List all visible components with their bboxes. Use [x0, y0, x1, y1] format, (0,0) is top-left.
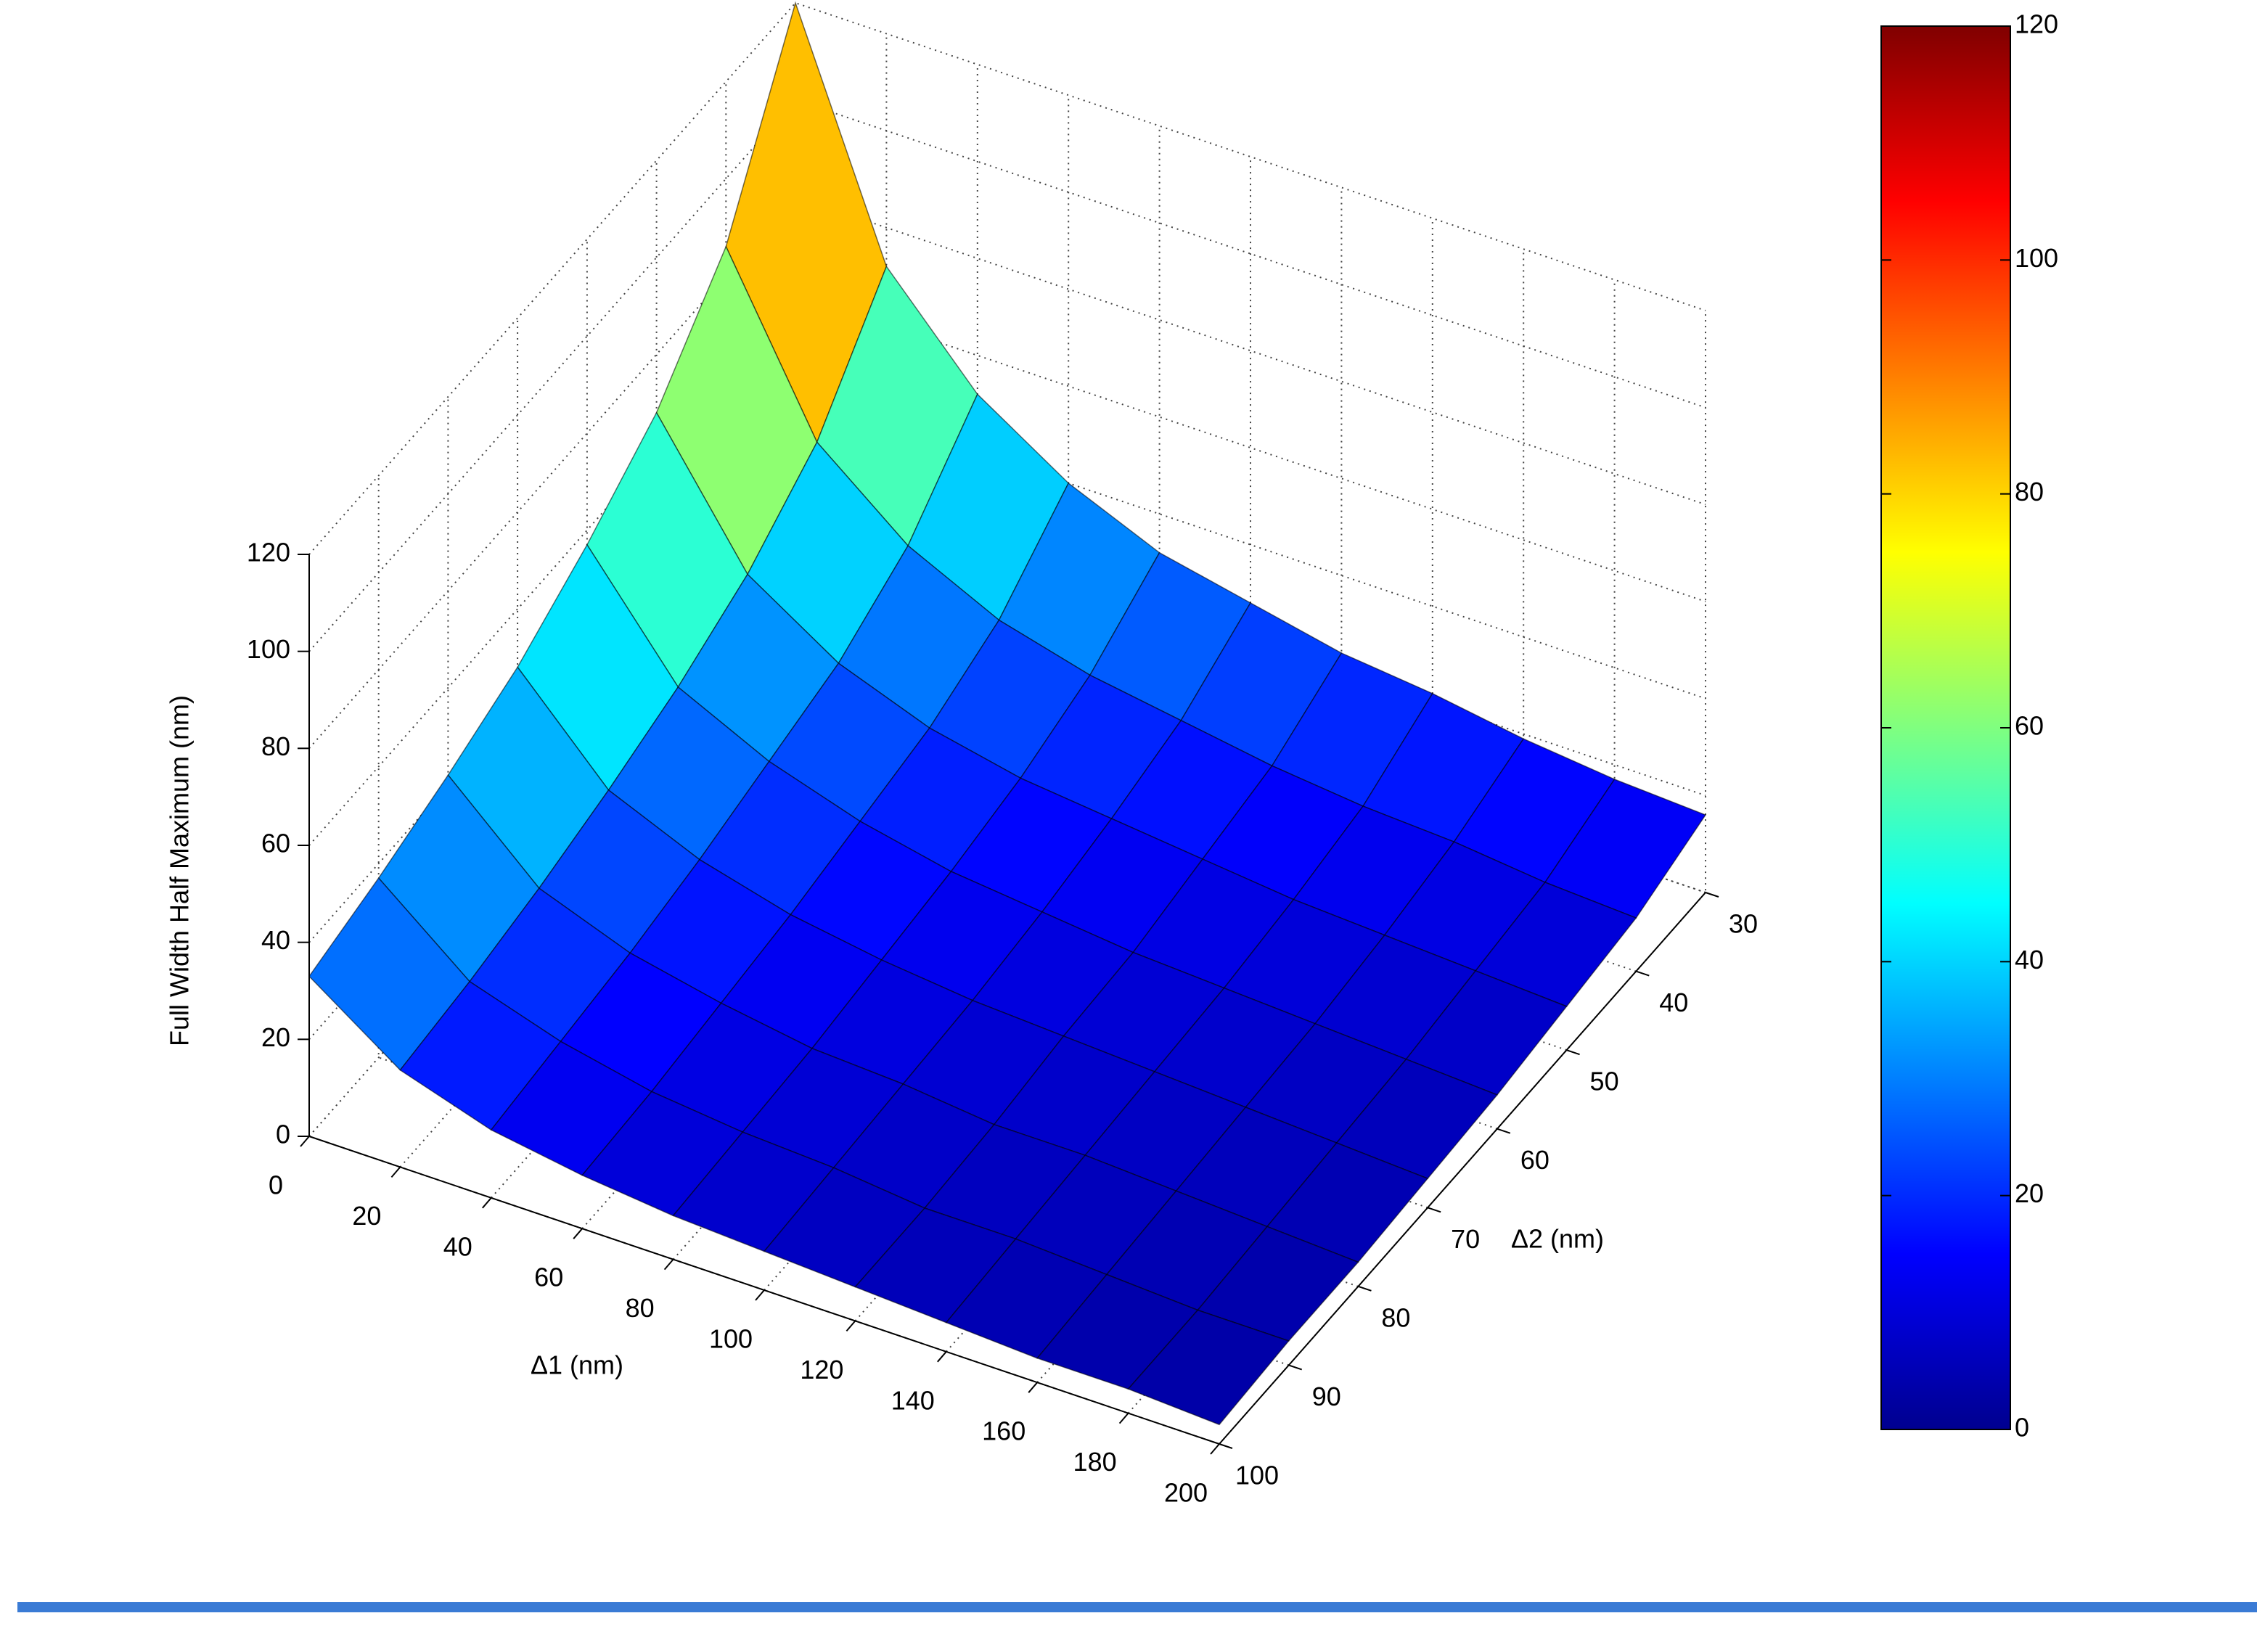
x-axis-label: Δ1 (nm) — [531, 1350, 623, 1380]
y-axis — [1219, 892, 1706, 1445]
colorbar-tick-label: 60 — [2015, 711, 2044, 741]
y-tick — [1219, 1443, 1233, 1449]
x-tick — [1210, 1443, 1220, 1455]
x-tick — [390, 1166, 401, 1178]
y-tick-label: 40 — [1659, 988, 1688, 1017]
y-tick-label: 100 — [1235, 1461, 1279, 1490]
x-tick — [573, 1228, 583, 1239]
y-tick-label: 70 — [1451, 1224, 1480, 1254]
colorbar-tick-label: 40 — [2015, 945, 2044, 974]
x-tick-label: 140 — [891, 1385, 935, 1415]
x-tick — [482, 1197, 492, 1209]
grid-line — [308, 196, 1706, 749]
z-axis-label: Full Width Half Maximum (nm) — [165, 695, 195, 1046]
x-tick-label: 120 — [800, 1355, 843, 1384]
x-tick-label: 0 — [269, 1170, 283, 1200]
y-tick — [1358, 1285, 1372, 1292]
x-tick-label: 200 — [1164, 1478, 1208, 1508]
y-tick — [1427, 1207, 1441, 1213]
y-tick-label: 50 — [1590, 1067, 1619, 1096]
y-tick — [1705, 892, 1719, 898]
z-tick-label: 40 — [261, 925, 290, 955]
x-tick — [1028, 1382, 1038, 1393]
bottom-bar — [17, 1602, 2257, 1612]
surface-patch — [1127, 1309, 1290, 1426]
y-axis-label: Δ2 (nm) — [1511, 1224, 1604, 1254]
y-tick-label: 60 — [1520, 1145, 1549, 1175]
x-tick-label: 60 — [534, 1263, 563, 1292]
z-tick-label: 60 — [261, 829, 290, 858]
y-tick — [1288, 1364, 1303, 1371]
y-tick — [1635, 970, 1650, 977]
x-tick — [846, 1320, 856, 1332]
x-tick — [755, 1289, 765, 1301]
x-tick-label: 40 — [443, 1231, 472, 1261]
x-tick — [663, 1258, 674, 1271]
colorbar-tick-label: 0 — [2015, 1413, 2029, 1443]
x-tick-label: 160 — [982, 1416, 1025, 1446]
y-tick — [1497, 1128, 1511, 1134]
grid-line — [308, 1, 1706, 555]
colorbar — [1880, 25, 2011, 1430]
z-tick-label: 0 — [276, 1120, 290, 1149]
y-tick-label: 30 — [1729, 909, 1758, 939]
x-tick-label: 180 — [1073, 1447, 1117, 1477]
z-tick-label: 80 — [261, 731, 290, 761]
z-tick-label: 120 — [247, 538, 290, 567]
x-tick-label: 80 — [626, 1293, 655, 1323]
y-tick-label: 90 — [1312, 1382, 1341, 1411]
x-tick — [1118, 1412, 1129, 1424]
z-tick-label: 20 — [261, 1022, 290, 1052]
grid-line — [308, 292, 1706, 846]
colorbar-tick-label: 100 — [2015, 243, 2058, 273]
x-tick-label: 20 — [352, 1201, 381, 1231]
y-tick-label: 80 — [1381, 1302, 1410, 1332]
y-tick — [1566, 1049, 1580, 1056]
colorbar-tick-label: 20 — [2015, 1178, 2044, 1208]
x-tick-label: 100 — [709, 1324, 753, 1354]
colorbar-tick-label: 120 — [2015, 9, 2058, 39]
z-tick-label: 100 — [247, 634, 290, 664]
x-tick — [300, 1136, 310, 1147]
colorbar-tick-label: 80 — [2015, 477, 2044, 506]
x-tick — [937, 1351, 947, 1363]
grid-line — [308, 99, 1706, 652]
